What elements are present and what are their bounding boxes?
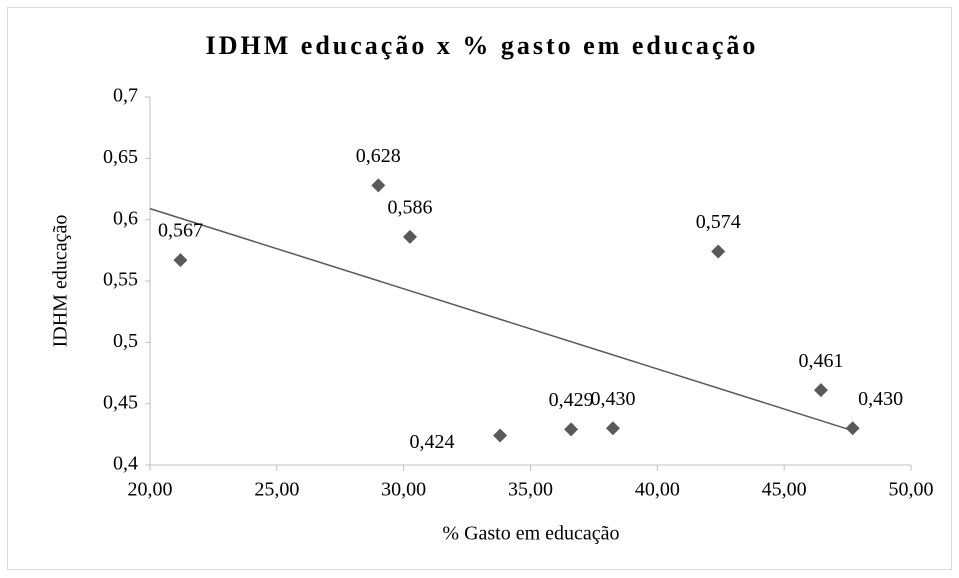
y-tick-label: 0,55 xyxy=(103,269,138,291)
scatter-point xyxy=(173,253,188,268)
y-axis-title: IDHM educação xyxy=(50,215,72,348)
data-label: 0,424 xyxy=(410,431,455,453)
data-label: 0,461 xyxy=(798,350,843,372)
y-tick-label: 0,7 xyxy=(113,85,138,107)
chart-title: IDHM educação x % gasto em educação xyxy=(206,31,759,60)
chart-frame xyxy=(7,7,952,570)
scatter-point xyxy=(564,422,579,437)
y-tick-label: 0,5 xyxy=(113,330,138,352)
scatter-point xyxy=(845,421,860,436)
y-tick-label: 0,65 xyxy=(103,146,138,168)
scatter-point xyxy=(605,421,620,436)
x-tick-label: 40,00 xyxy=(635,479,680,501)
x-tick-label: 45,00 xyxy=(762,479,807,501)
data-label: 0,430 xyxy=(858,388,903,410)
data-label: 0,430 xyxy=(590,388,635,410)
x-tick-label: 20,00 xyxy=(128,479,173,501)
data-label: 0,586 xyxy=(388,196,433,218)
scatter-point xyxy=(711,244,726,259)
x-tick-label: 30,00 xyxy=(381,479,426,501)
x-tick-label: 50,00 xyxy=(889,479,934,501)
y-tick-label: 0,6 xyxy=(113,207,138,229)
y-tick-label: 0,45 xyxy=(103,391,138,413)
x-tick-label: 25,00 xyxy=(254,479,299,501)
scatter-point xyxy=(403,229,418,244)
scatter-point xyxy=(371,178,386,193)
y-tick-label: 0,4 xyxy=(113,453,138,475)
scatter-point xyxy=(813,383,828,398)
data-label: 0,628 xyxy=(356,145,401,167)
data-label: 0,429 xyxy=(549,389,594,411)
data-label: 0,567 xyxy=(158,220,203,242)
x-axis-title: % Gasto em educação xyxy=(442,523,619,545)
x-tick-label: 35,00 xyxy=(508,479,553,501)
data-label: 0,574 xyxy=(696,211,741,233)
trendline xyxy=(149,207,853,432)
scatter-point xyxy=(493,428,508,443)
